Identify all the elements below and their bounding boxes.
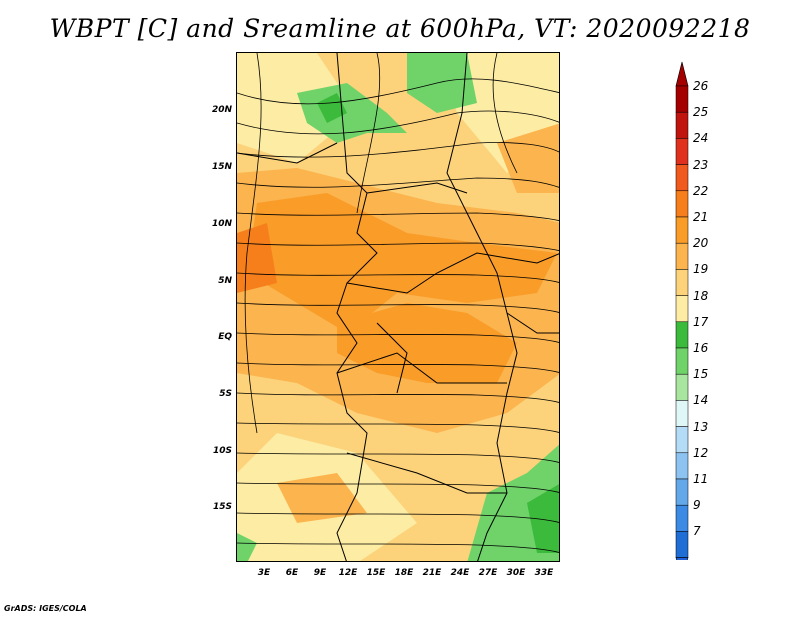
colorbar-top-arrow (675, 61, 689, 87)
wbpt-region-16-17-northeast (407, 53, 477, 113)
colorbar-label-7: 7 (693, 524, 701, 539)
colorbar-cell-12 (675, 452, 689, 480)
country-borders (237, 53, 559, 561)
lat-label-5s: 5S (219, 389, 232, 399)
colorbar-cell-16 (675, 347, 689, 375)
wbpt-region-17-18-southeast (527, 484, 559, 553)
colorbar-label-21: 21 (693, 210, 709, 224)
colorbar-label-11: 11 (693, 472, 709, 486)
lon-label-9e: 9E (313, 568, 327, 578)
lat-label-15s: 15S (212, 502, 232, 512)
lon-label-12e: 12E (338, 568, 358, 578)
wbpt-region-21-22-central (337, 303, 517, 383)
colorbar-cell-23 (675, 164, 689, 192)
colorbar-label-23: 23 (693, 157, 709, 172)
colorbar-label-14: 14 (693, 393, 709, 408)
wbpt-region-16-17-southwest (237, 533, 257, 561)
colorbar-cell-14 (675, 400, 689, 427)
wbpt-colorbar (675, 61, 689, 560)
lat-label-10n: 10N (211, 219, 232, 229)
colorbar-cell-15 (675, 373, 689, 401)
colorbar-label-25: 25 (693, 105, 709, 120)
grads-credit: GrADS: IGES/COLA (4, 604, 87, 613)
wbpt-region-17-18-north (317, 93, 347, 123)
colorbar-label-12: 12 (693, 445, 709, 460)
colorbar-cell-19 (675, 269, 689, 296)
colorbar-label-16: 16 (693, 341, 709, 355)
lat-label-15n: 15N (211, 162, 232, 172)
wbpt-streamline-map (237, 53, 559, 561)
lon-label-3e: 3E (257, 568, 271, 578)
colorbar-cell-21 (675, 216, 689, 244)
lon-label-18e: 18E (394, 568, 414, 578)
lon-label-21e: 21E (422, 568, 442, 578)
colorbar-cell-24 (675, 138, 689, 165)
colorbar-label-19: 19 (693, 262, 709, 277)
wbpt-region-20-21-east (497, 123, 559, 193)
colorbar-label-24: 24 (693, 131, 709, 146)
colorbar-cell-13 (675, 426, 689, 454)
lon-label-24e: 24E (450, 568, 470, 578)
lon-label-30e: 30E (506, 568, 526, 578)
colorbar-label-26: 26 (693, 79, 709, 93)
wbpt-region-16-17-north (297, 83, 407, 143)
lon-label-27e: 27E (478, 568, 498, 578)
colorbar-cell-26 (675, 85, 689, 113)
wbpt-region-22-23-west (237, 223, 277, 293)
lon-label-33e: 33E (534, 568, 554, 578)
lon-label-6e: 6E (285, 568, 299, 578)
colorbar-cell-18 (675, 295, 689, 323)
map-panel (236, 52, 560, 562)
colorbar-label-18: 18 (693, 288, 709, 303)
lat-label-10s: 10S (212, 446, 232, 456)
colorbar-bottom-arrow (675, 557, 689, 560)
colorbar-label-13: 13 (693, 419, 709, 434)
wbpt-region-20-21-south (277, 473, 367, 523)
colorbar-cell-17 (675, 321, 689, 349)
colorbar-cell-9 (675, 504, 689, 532)
lon-label-15e: 15E (366, 568, 386, 578)
colorbar-label-17: 17 (693, 314, 709, 329)
wbpt-region-21-22-north (247, 193, 557, 333)
colorbar-cell-20 (675, 242, 689, 270)
colorbar-label-22: 22 (693, 183, 709, 198)
streamlines (237, 53, 559, 553)
lat-label-eq: EQ (218, 332, 232, 342)
map-title: WBPT [C] and Sreamline at 600hPa, VT: 20… (49, 14, 751, 43)
colorbar-label-15: 15 (693, 367, 709, 382)
colorbar-label-20: 20 (693, 236, 709, 251)
colorbar-cell-22 (675, 190, 689, 218)
colorbar-cell-11 (675, 478, 689, 506)
colorbar-label-9: 9 (693, 498, 701, 513)
lat-label-20n: 20N (211, 105, 232, 115)
lat-label-5n: 5N (218, 276, 232, 286)
colorbar-cell-7 (675, 531, 689, 558)
colorbar-cell-25 (675, 111, 689, 139)
